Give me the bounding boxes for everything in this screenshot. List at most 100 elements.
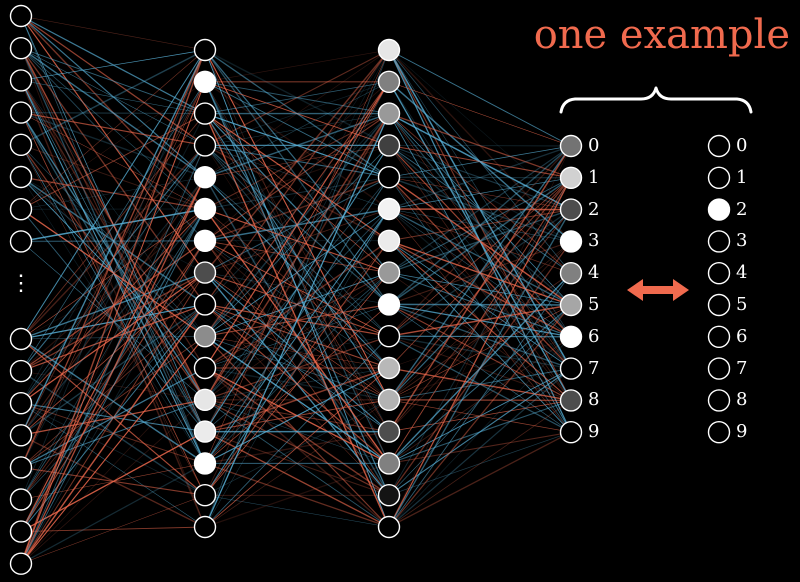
target-digit-label: 3 (736, 230, 748, 252)
weight-line (204, 49, 390, 178)
output-neuron (559, 357, 583, 380)
hidden-1-neuron (193, 356, 217, 380)
input-neuron (9, 456, 33, 479)
output-digit-label: 1 (588, 166, 600, 188)
weight-line (204, 208, 390, 528)
output-neuron (559, 166, 583, 190)
hidden-1-neuron (193, 134, 217, 157)
hidden-2-neuron (377, 197, 401, 221)
input-neuron (9, 37, 33, 60)
target-digit-label: 2 (736, 198, 748, 220)
weight-line (20, 113, 206, 468)
hidden-2-neuron (377, 356, 401, 380)
hidden-2-neuron (377, 515, 401, 539)
weight-line (20, 335, 206, 565)
output-digit-label: 9 (588, 421, 600, 443)
weight-line (204, 81, 390, 242)
hidden-2-neuron (377, 388, 401, 411)
double-arrow-icon (627, 279, 689, 301)
weight-line (204, 208, 390, 464)
weight-line (388, 241, 572, 432)
weight-line (204, 49, 390, 337)
hidden-1-neuron (193, 484, 217, 507)
weight-line (388, 368, 572, 528)
weight-line (388, 145, 572, 337)
hidden-1-neuron (193, 452, 217, 475)
output-digit-label: 0 (588, 135, 600, 156)
weight-line (20, 367, 206, 564)
weight-line (20, 49, 206, 81)
weight-line (20, 49, 206, 564)
input-neuron (9, 69, 33, 92)
annotations: ⋮ (10, 86, 753, 301)
weight-line (204, 49, 390, 528)
neuron-nodes (9, 4, 731, 575)
target-digit-label: 4 (736, 262, 748, 284)
weight-line (20, 47, 206, 242)
hidden-2-neuron (377, 38, 401, 62)
input-neuron (9, 197, 33, 221)
weight-line (20, 15, 206, 464)
weight-line (388, 209, 572, 401)
hidden-1-neuron (193, 420, 217, 443)
input-neuron (9, 133, 33, 157)
weight-line (204, 81, 390, 337)
weight-line (204, 208, 390, 401)
weight-line (20, 304, 206, 532)
target-digit-label: 5 (736, 294, 748, 315)
weight-line (20, 462, 206, 565)
weight-line (20, 402, 206, 528)
weight-line (388, 400, 572, 528)
weight-line (388, 145, 572, 274)
hidden-2-neuron (377, 452, 401, 475)
weight-line (20, 208, 206, 243)
hidden-2-neuron (377, 165, 401, 189)
weight-line (388, 145, 572, 178)
weight-line (388, 431, 572, 528)
weight-line (204, 113, 390, 273)
weight-line (20, 176, 206, 532)
weight-line (20, 48, 206, 528)
weight-line (388, 177, 572, 464)
weight-line (20, 177, 206, 500)
weight-connections (20, 15, 572, 565)
input-neuron (9, 359, 33, 383)
weight-line (20, 335, 206, 468)
weight-line (20, 208, 206, 340)
weight-line (388, 145, 572, 305)
weight-line (20, 49, 206, 340)
hidden-1-neuron (193, 70, 217, 94)
input-neuron (9, 552, 33, 575)
input-neuron (9, 392, 33, 415)
target-digit-label: 6 (736, 325, 748, 347)
weight-line (20, 112, 206, 146)
output-digit-label: 5 (588, 294, 600, 315)
hidden-1-neuron (193, 293, 217, 316)
output-digit-label: 7 (588, 357, 600, 379)
weight-line (388, 176, 572, 306)
target-neuron (707, 325, 731, 348)
weight-line (388, 272, 572, 401)
weight-line (204, 462, 390, 528)
weight-line (388, 177, 572, 528)
input-neuron (9, 327, 33, 351)
output-neuron (559, 230, 583, 253)
target-digit-label: 8 (736, 389, 748, 411)
weight-line (20, 49, 206, 210)
weight-line (388, 145, 572, 433)
weight-line (204, 240, 390, 496)
output-digit-label: 8 (588, 389, 600, 411)
weight-line (20, 272, 206, 404)
weight-line (204, 49, 390, 146)
output-digit-label: 6 (588, 325, 600, 347)
hidden-2-neuron (377, 229, 401, 253)
target-digit-label: 9 (736, 421, 748, 443)
hidden-1-neuron (193, 38, 217, 62)
hidden-1-neuron (193, 388, 217, 411)
input-neuron (9, 520, 33, 543)
target-neuron (707, 198, 731, 221)
output-neuron (559, 134, 583, 158)
input-neuron (9, 230, 33, 253)
